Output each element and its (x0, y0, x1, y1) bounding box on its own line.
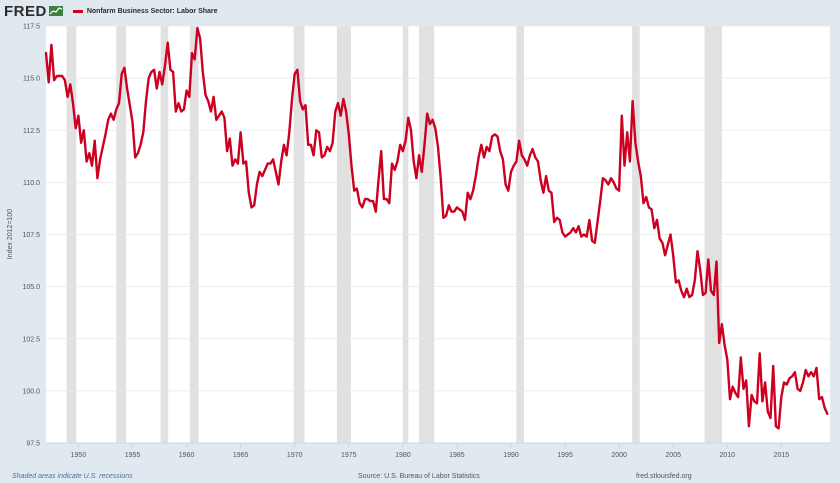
x-tick-label-7: 1985 (449, 452, 465, 459)
series-layer (44, 26, 829, 430)
y-tick-label-4: 107.5 (22, 232, 40, 239)
y-tick-label-8: 117.5 (23, 24, 40, 31)
chart-spark-icon (48, 6, 63, 16)
y-tick-label-7: 115.0 (23, 76, 40, 83)
x-tick-label-2: 1960 (179, 452, 195, 459)
legend: Nonfarm Business Sector: Labor Share (72, 7, 218, 15)
logo-text: FRED (4, 2, 47, 20)
x-tick-label-0: 1950 (71, 452, 87, 459)
legend-swatch (72, 9, 83, 13)
x-tick-label-11: 2005 (665, 452, 681, 459)
y-tick-label-1: 100.0 (22, 388, 40, 395)
y-tick-label-5: 110.0 (23, 180, 40, 187)
x-tick-label-13: 2015 (774, 452, 790, 459)
legend-label: Nonfarm Business Sector: Labor Share (86, 7, 218, 15)
y-axis: 97.5 100.0 102.5 105.0 107.5 110.0 112.5 115.0 1… (22, 24, 40, 448)
site-link[interactable]: fred.stlouisfed.org (636, 473, 692, 480)
fred-logo[interactable]: FRED (4, 3, 63, 20)
series-line-0 (44, 26, 829, 430)
x-tick-label-3: 1965 (233, 452, 249, 459)
x-tick-label-5: 1975 (341, 452, 357, 459)
y-tick-label-6: 112.5 (23, 128, 40, 135)
line-chart: 97.5 100.0 102.5 105.0 107.5 110.0 112.5 115.0 1… (7, 24, 830, 459)
recession-note: Shaded areas indicate U.S. recessions (12, 473, 133, 480)
x-tick-label-6: 1980 (395, 452, 411, 459)
x-tick-label-8: 1990 (503, 452, 519, 459)
x-tick-label-4: 1970 (287, 452, 303, 459)
header: FRED Nonfarm Business Sector: Labor Shar… (0, 0, 840, 22)
y-tick-label-0: 97.5 (26, 441, 40, 448)
x-tick-label-1: 1955 (125, 452, 141, 459)
x-tick-label-10: 2000 (611, 452, 627, 459)
source-text: Source: U.S. Bureau of Labor Statistics (358, 473, 480, 480)
x-axis: 1950 1955 1960 1965 1970 1975 1980 1985 1990 1995… (46, 442, 830, 459)
x-tick-label-9: 1995 (557, 452, 573, 459)
x-tick-label-12: 2010 (719, 452, 735, 459)
footer: Shaded areas indicate U.S. recessions So… (0, 471, 840, 483)
y-tick-label-3: 105.0 (22, 284, 40, 291)
y-tick-label-2: 102.5 (22, 336, 40, 343)
y-axis-title: Index 2012=100 (7, 209, 14, 260)
